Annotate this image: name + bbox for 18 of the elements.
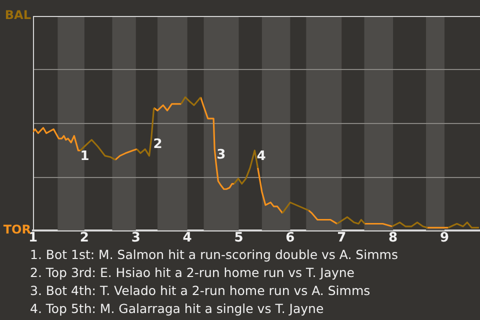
text: 1. Bot 1st: M. Salmon hit a run-scoring double vs A. Simms (30, 246, 399, 264)
annotation: 3 (216, 148, 226, 163)
text: TOR (3, 222, 31, 237)
text: 3. Bot 4th: T. Velado hit a 2-run home run vs A. Simms (30, 282, 372, 300)
x-tick-label: 3 (131, 230, 140, 246)
text: BAL (4, 8, 32, 22)
x-tick-label: 5 (234, 230, 244, 246)
x-tick-label: 6 (286, 230, 295, 246)
annotation: 1 (80, 148, 90, 164)
x-tick-label: 8 (388, 230, 398, 246)
x-tick-label: 7 (337, 230, 346, 246)
annotation: 4 (256, 148, 266, 164)
x-tick-label: 9 (440, 230, 450, 246)
x-tick-label: 2 (80, 230, 89, 246)
annotation: 2 (153, 136, 162, 152)
text: 2. Top 3rd: E. Hsiao hit a 2-run home run vs T. Jayne (30, 264, 356, 282)
text: 4. Top 5th: M. Galarraga hit a single vs T. Jayne (30, 300, 325, 318)
x-tick-label: 4 (182, 230, 192, 246)
